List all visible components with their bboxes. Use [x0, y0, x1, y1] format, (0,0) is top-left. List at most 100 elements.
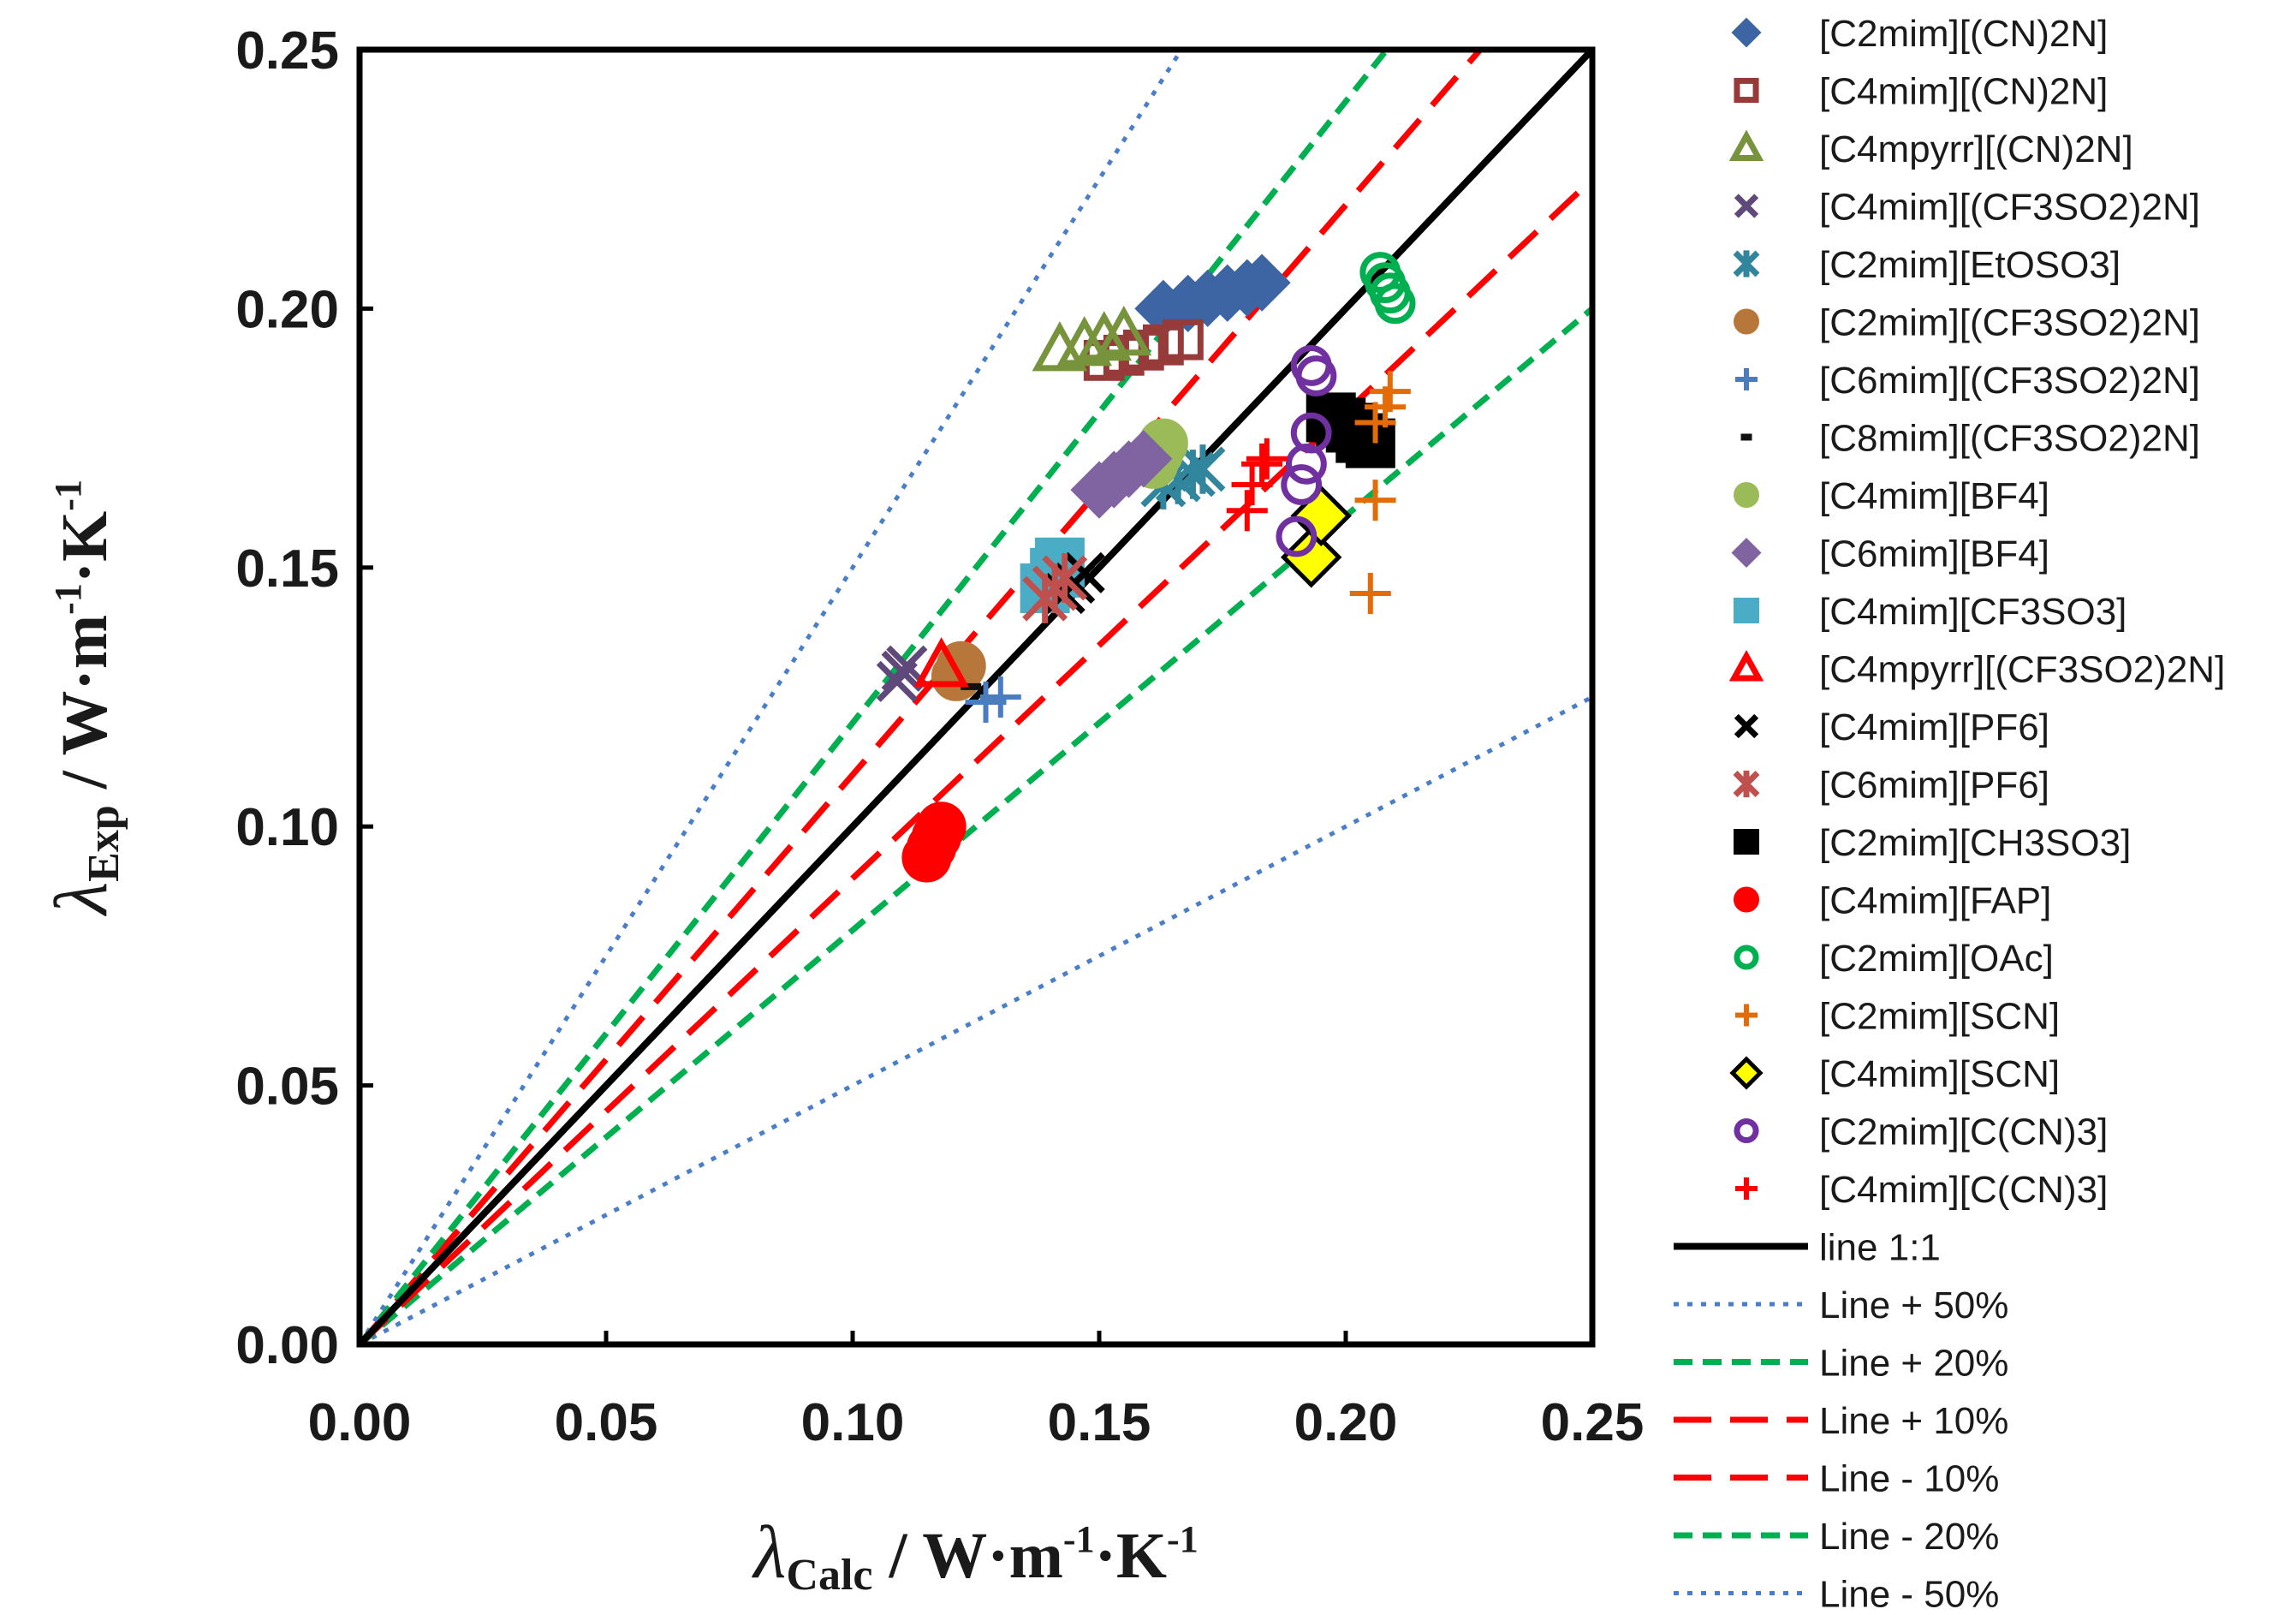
- legend-label: [C4mim][(CF3SO2)2N]: [1819, 187, 2200, 229]
- data-point: [1076, 311, 1133, 361]
- legend-marker: [1734, 886, 1759, 913]
- ref-line-line-plus-50: [360, 50, 1184, 1344]
- legend-marker: [1734, 1117, 1759, 1144]
- data-point: [1231, 464, 1273, 506]
- legend-label: [C2mim][(CN)2N]: [1819, 13, 2108, 55]
- data-point: [1276, 515, 1318, 557]
- y-axis-title-subscript: Exp: [80, 805, 128, 882]
- legend-marker: [1734, 598, 1759, 623]
- legend-label: Line + 10%: [1819, 1400, 2008, 1442]
- legend-item: [C6mim][PF6]: [1733, 765, 2049, 807]
- data-point: [1290, 412, 1332, 454]
- legend-marker: [1728, 649, 1764, 682]
- series-c6mim-cf3so2-2n: [965, 676, 1021, 724]
- legend-item: [C2mim][C(CN)3]: [1734, 1111, 2108, 1153]
- x-axis-title-unit: / W·m: [873, 1520, 1063, 1592]
- legend-label: [C2mim][SCN]: [1819, 996, 2060, 1038]
- y-tick-label: 0.00: [235, 1316, 339, 1375]
- legend-marker: [1733, 250, 1760, 277]
- data-point: [1290, 485, 1352, 547]
- y-axis: 0.00 0.05 0.10 0.15 0.20 0.25: [235, 21, 373, 1375]
- x-tick-label: 0.25: [1541, 1393, 1645, 1452]
- legend-label: Line - 20%: [1819, 1516, 1999, 1558]
- legend-label: [C4mim][SCN]: [1819, 1053, 2060, 1095]
- data-point: [1115, 430, 1173, 488]
- legend-label: [C4mim][PF6]: [1819, 706, 2049, 748]
- legend-item: Line + 10%: [1674, 1400, 2008, 1442]
- x-tick-label: 0.15: [1048, 1393, 1151, 1452]
- legend-label: [C8mim][(CF3SO2)2N]: [1819, 418, 2200, 460]
- legend-label: [C2mim][CH3SO3]: [1819, 822, 2131, 864]
- x-tick-label: 0.00: [308, 1393, 412, 1452]
- legend-label: [C6mim][(CF3SO2)2N]: [1819, 360, 2200, 402]
- legend-marker: [1728, 129, 1764, 161]
- legend-item: Line - 50%: [1674, 1574, 1999, 1615]
- legend-marker: [1729, 1056, 1764, 1090]
- legend-item: [C4mim][SCN]: [1729, 1053, 2060, 1095]
- y-tick-label: 0.15: [235, 539, 339, 599]
- legend-marker: [1735, 1177, 1758, 1200]
- ref-line-line-plus-20: [360, 50, 1389, 1344]
- legend-item: [C6mim][(CF3SO2)2N]: [1735, 360, 2200, 402]
- data-point: [1056, 316, 1113, 367]
- legend-item: line 1:1: [1674, 1227, 1941, 1269]
- y-axis-title: λExp / W·m-1·K-1: [40, 480, 128, 917]
- legend-item: Line - 10%: [1674, 1458, 1999, 1500]
- series-c2mim-oac: [1359, 252, 1416, 325]
- y-tick-label: 0.20: [235, 280, 339, 339]
- series-c4mim-c-cn-3: [1226, 438, 1288, 532]
- legend-marker: [1734, 77, 1759, 104]
- legend-item: [C8mim][(CF3SO2)2N]: [1740, 418, 2200, 460]
- legend-item: [C4mim][(CN)2N]: [1734, 71, 2108, 113]
- legend-item: [C4mim][CF3SO3]: [1734, 591, 2126, 633]
- data-point: [916, 802, 967, 852]
- x-axis-title: λCalc / W·m-1·K-1: [751, 1511, 1198, 1600]
- data-point: [1246, 438, 1288, 480]
- legend-item: [C2mim][CH3SO3]: [1734, 822, 2131, 864]
- legend-marker: [1734, 482, 1759, 508]
- data-point: [1163, 319, 1204, 361]
- legend-item: [C6mim][BF4]: [1731, 533, 2049, 575]
- legend-item: [C4mim][PF6]: [1734, 706, 2049, 748]
- x-tick-label: 0.10: [801, 1393, 905, 1452]
- series-c2mim-c-cn-3: [1276, 345, 1337, 557]
- data-point: [979, 676, 1021, 718]
- data-point: [1349, 573, 1391, 615]
- legend-label: [C6mim][PF6]: [1819, 765, 2049, 807]
- legend-label: [C4mim][FAP]: [1819, 880, 2051, 922]
- legend-label: Line + 20%: [1819, 1343, 2008, 1385]
- legend-label: line 1:1: [1819, 1227, 1941, 1269]
- legend-label: Line + 50%: [1819, 1284, 2008, 1326]
- legend-marker: [1734, 713, 1759, 739]
- legend-item: [C4mpyrr][(CF3SO2)2N]: [1728, 649, 2225, 691]
- legend-item: [C4mim][FAP]: [1734, 880, 2051, 922]
- legend-item: [C4mim][BF4]: [1734, 475, 2049, 517]
- legend-marker: [1731, 17, 1762, 48]
- legend-item: [C4mim][C(CN)3]: [1735, 1169, 2108, 1211]
- legend-label: [C2mim][OAc]: [1819, 938, 2054, 980]
- legend-item: [C4mim][(CF3SO2)2N]: [1734, 187, 2200, 229]
- legend-marker: [1731, 537, 1762, 569]
- data-point: [1180, 444, 1226, 494]
- legend-item: [C2mim][SCN]: [1735, 996, 2060, 1038]
- data-point: [1286, 443, 1327, 485]
- y-axis-title-symbol: λ: [40, 882, 123, 917]
- legend-item: Line + 50%: [1674, 1284, 2008, 1326]
- legend-label: [C4mim][(CN)2N]: [1819, 71, 2108, 113]
- x-axis-title-exponent-2: -1: [1167, 1518, 1199, 1560]
- data-point: [913, 637, 970, 688]
- x-axis-title-exponent: -1: [1063, 1518, 1095, 1560]
- legend-label: [C4mim][CF3SO3]: [1819, 591, 2126, 633]
- legend-label: Line - 10%: [1819, 1458, 1999, 1500]
- x-axis-title-kelvin: ·K: [1095, 1520, 1167, 1592]
- x-tick-label: 0.05: [555, 1393, 658, 1452]
- legend-marker: [1735, 1004, 1758, 1027]
- legend-label: [C4mim][C(CN)3]: [1819, 1169, 2108, 1211]
- data-point: [1280, 526, 1342, 588]
- legend-marker: [1734, 194, 1759, 218]
- x-axis: 0.00 0.05 0.10 0.15 0.20 0.25: [308, 1331, 1645, 1452]
- legend-label: [C4mpyrr][(CF3SO2)2N]: [1819, 649, 2225, 691]
- data-point: [1233, 253, 1291, 312]
- data-point: [1369, 371, 1411, 413]
